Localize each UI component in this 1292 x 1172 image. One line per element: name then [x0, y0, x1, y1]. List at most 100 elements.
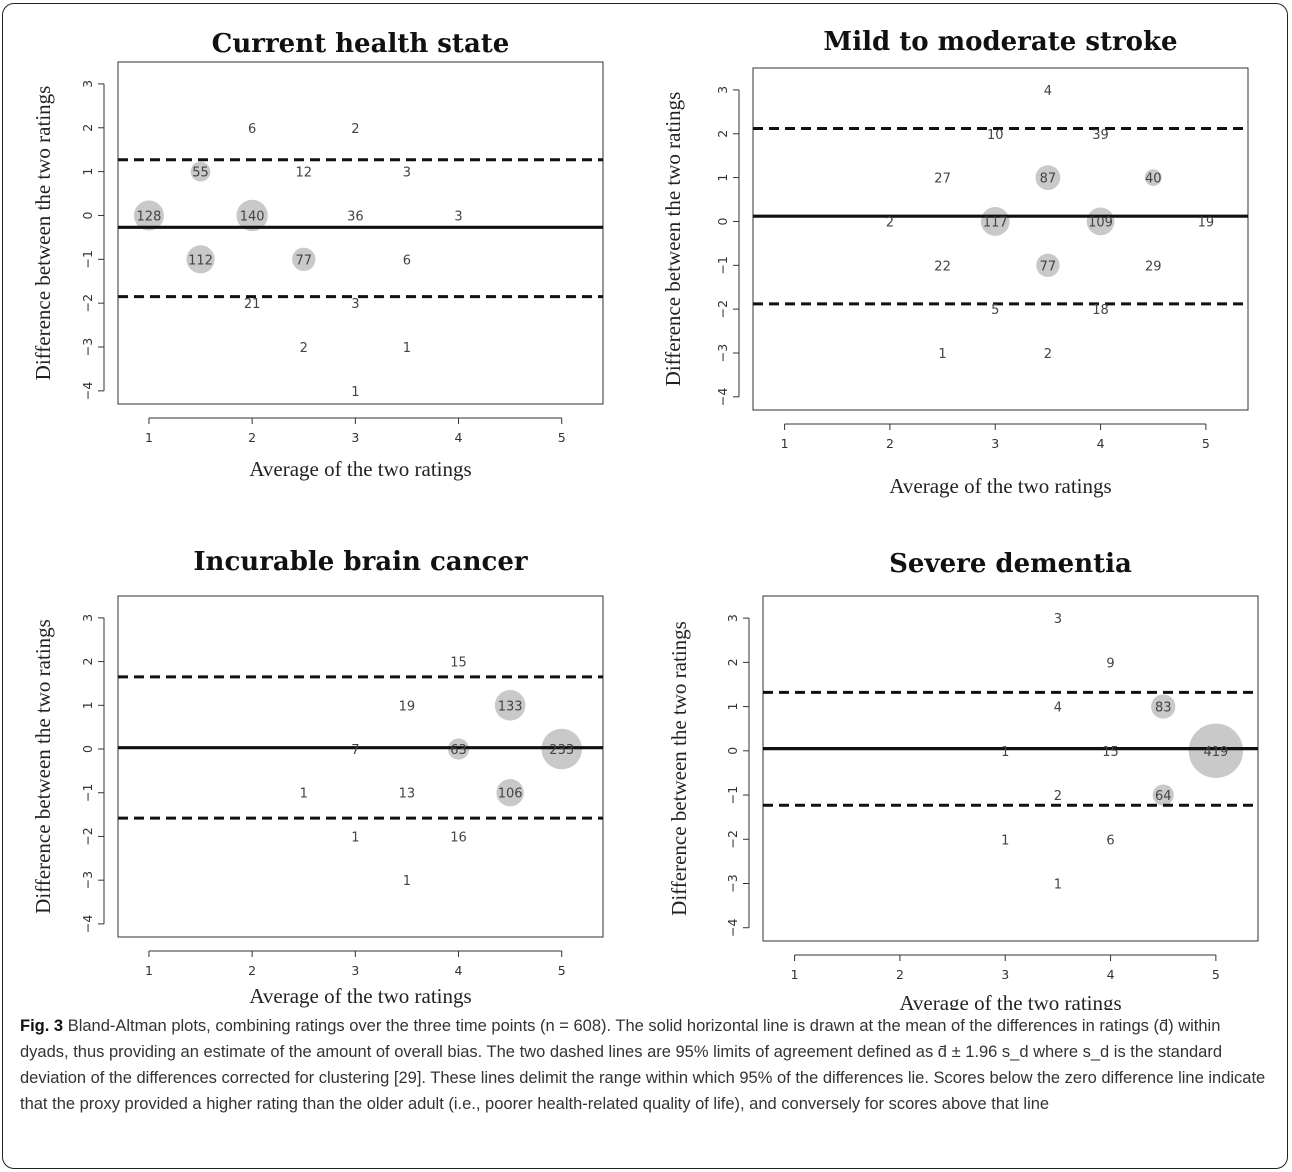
point-count-label: 3	[454, 209, 462, 224]
x-tick-label: 1	[145, 963, 153, 978]
x-tick-label: 5	[1202, 436, 1210, 451]
y-axis-title: Difference between the two ratings	[661, 92, 685, 387]
point-count-label: 6	[248, 122, 256, 137]
point-count-label: 2	[886, 215, 894, 230]
point-count-label: 1	[1054, 878, 1062, 893]
figure-frame	[2, 3, 1288, 1169]
point-count-label: 117	[983, 215, 1008, 230]
data-bubble	[1152, 784, 1174, 806]
point-count-label: 5	[991, 303, 999, 318]
point-count-label: 63	[450, 743, 467, 758]
point-count-label: 27	[934, 172, 951, 187]
point-count-label: 1	[1001, 833, 1009, 848]
point-count-label: 233	[549, 743, 574, 758]
point-count-label: 133	[498, 699, 523, 714]
data-bubble	[1036, 253, 1060, 278]
point-count-label: 3	[403, 166, 411, 181]
data-bubble	[1035, 165, 1061, 191]
point-count-label: 2	[300, 341, 308, 356]
x-axis-title: Average of the two ratings	[899, 991, 1121, 1010]
data-bubble	[980, 207, 1010, 236]
data-bubble	[292, 247, 316, 272]
point-count-label: 55	[192, 166, 209, 181]
point-count-label: 2	[351, 122, 359, 137]
x-tick-label: 2	[248, 430, 256, 445]
chart-panel-1: Current health state12811214077553621126…	[31, 29, 604, 481]
point-count-label: 77	[295, 253, 312, 268]
chart-title: Current health state	[212, 29, 510, 59]
point-count-label: 77	[1040, 259, 1057, 274]
caption-label: Fig. 3	[20, 1017, 64, 1035]
point-count-label: 6	[403, 253, 411, 268]
data-bubble	[186, 245, 215, 274]
caption-text: Bland-Altman plots, combining ratings ov…	[20, 1017, 1266, 1113]
point-count-label: 2	[1054, 789, 1062, 804]
y-tick-label: 1	[725, 703, 740, 711]
point-count-label: 2	[1044, 347, 1052, 362]
y-tick-label: 3	[725, 614, 740, 622]
point-count-label: 3	[1054, 612, 1062, 627]
chart-panel-3: Incurable brain cancer233133106631915161…	[31, 547, 604, 1008]
data-bubble	[133, 200, 164, 231]
chart-title: Severe dementia	[889, 549, 1132, 579]
point-count-label: 4	[1054, 701, 1062, 716]
x-tick-label: 3	[991, 436, 999, 451]
data-bubble	[496, 779, 524, 807]
x-tick-label: 2	[248, 963, 256, 978]
x-tick-label: 3	[351, 963, 359, 978]
point-count-label: 40	[1145, 172, 1162, 187]
point-count-label: 7	[351, 743, 359, 758]
y-tick-label: −3	[715, 344, 730, 362]
point-count-label: 3	[351, 297, 359, 312]
point-count-label: 112	[188, 253, 213, 268]
x-tick-label: 5	[558, 430, 566, 445]
y-tick-label: 0	[725, 747, 740, 755]
data-bubble	[1144, 169, 1162, 187]
y-tick-label: −2	[80, 827, 95, 845]
point-count-label: 16	[450, 830, 467, 845]
x-tick-label: 1	[145, 430, 153, 445]
point-count-label: 19	[1198, 215, 1215, 230]
y-tick-label: 1	[80, 701, 95, 709]
point-count-label: 36	[347, 209, 364, 224]
point-count-label: 1	[403, 874, 411, 889]
y-tick-label: 2	[80, 124, 95, 132]
point-count-label: 6	[1106, 833, 1114, 848]
point-count-label: 19	[399, 699, 416, 714]
point-count-label: 22	[934, 259, 951, 274]
y-tick-label: 3	[715, 86, 730, 94]
point-count-label: 9	[1106, 656, 1114, 671]
point-count-label: 140	[240, 209, 265, 224]
x-tick-label: 2	[896, 967, 904, 982]
y-tick-label: −1	[715, 256, 730, 274]
chart-title: Mild to moderate stroke	[823, 27, 1177, 57]
point-count-label: 15	[450, 656, 467, 671]
point-count-label: 21	[244, 297, 261, 312]
y-tick-label: 0	[80, 211, 95, 219]
x-tick-label: 4	[455, 430, 463, 445]
plot-area-border	[762, 595, 1259, 942]
y-tick-label: −3	[80, 338, 95, 356]
y-tick-label: 1	[80, 168, 95, 176]
x-axis-title: Average of the two ratings	[249, 984, 471, 1008]
point-count-label: 1	[1001, 745, 1009, 760]
y-tick-label: −4	[80, 915, 95, 933]
point-count-label: 15	[1102, 745, 1119, 760]
x-tick-label: 4	[1097, 436, 1105, 451]
data-bubble	[494, 689, 526, 721]
plot-area-border	[117, 61, 604, 405]
point-count-label: 128	[137, 209, 162, 224]
x-tick-label: 4	[455, 963, 463, 978]
y-tick-label: −2	[80, 294, 95, 312]
y-tick-label: −1	[725, 786, 740, 804]
y-axis-title: Difference between the two ratings	[667, 621, 691, 916]
y-tick-label: −3	[725, 874, 740, 892]
y-tick-label: −2	[715, 300, 730, 318]
bland-altman-figure: Current health state12811214077553621126…	[31, 27, 1259, 1010]
y-tick-label: 2	[715, 130, 730, 138]
x-tick-label: 1	[781, 436, 789, 451]
point-count-label: 83	[1155, 701, 1172, 716]
point-count-label: 106	[498, 787, 523, 802]
